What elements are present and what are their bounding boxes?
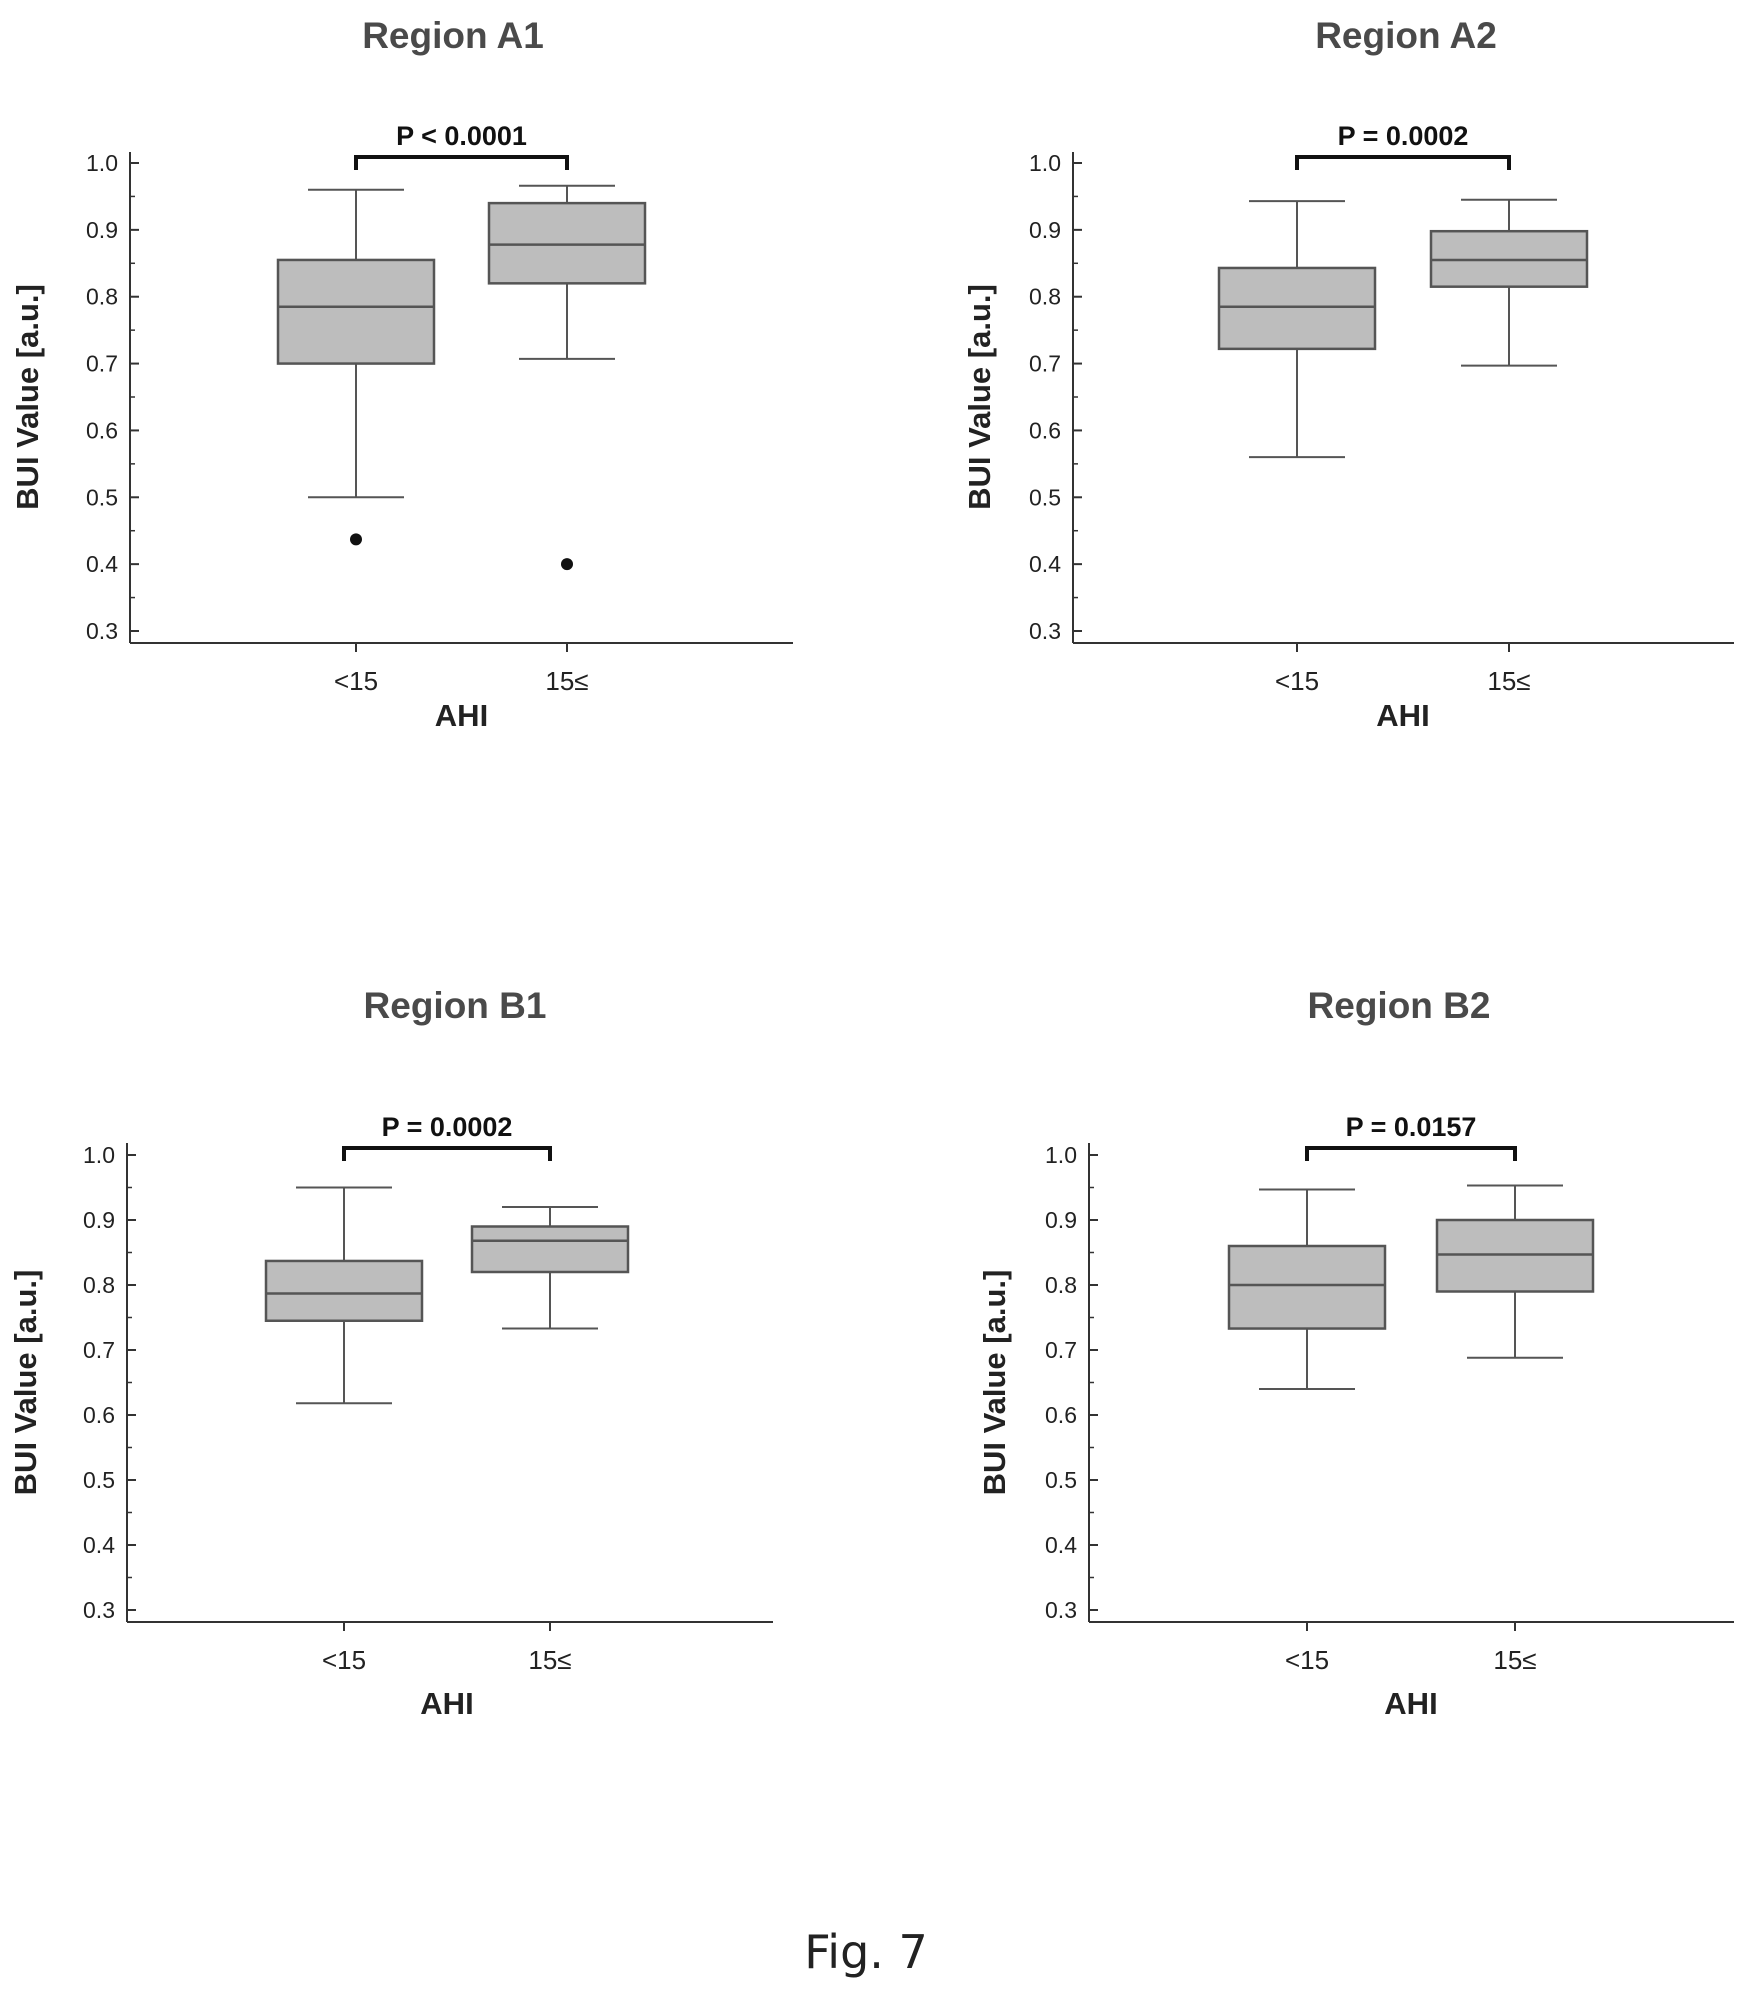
chart-panel: Region B1 0.3 0.4 0.5 0.6 0.7 0.8 0.9 1.0 BUI Val…: [8, 985, 773, 1721]
box: [276, 258, 436, 365]
outlier-point: [561, 558, 573, 571]
x-axis-label: AHI: [420, 1686, 473, 1721]
y-axis-label: BUI Value [a.u.]: [962, 284, 997, 510]
chart-title: Region A2: [1315, 15, 1497, 56]
y-tick-label: 0.3: [83, 1597, 115, 1623]
y-tick-label: 0.9: [86, 217, 118, 243]
y-tick-label: 0.4: [83, 1532, 115, 1558]
x-axis-label: AHI: [435, 698, 488, 733]
y-tick-label: 0.5: [86, 484, 118, 510]
y-tick-label: 0.3: [1045, 1597, 1077, 1623]
x-tick-label: 15≤: [528, 1645, 571, 1675]
y-tick-label: 0.7: [1045, 1337, 1077, 1363]
p-value-label: P = 0.0002: [382, 1112, 513, 1142]
x-tick-label: 15≤: [1487, 666, 1530, 696]
y-tick-label: 0.5: [1045, 1467, 1077, 1493]
chart-title: Region B2: [1308, 985, 1491, 1026]
y-tick-label: 0.6: [83, 1402, 115, 1428]
x-axis-label: AHI: [1376, 698, 1429, 733]
chart-panel: Region B2 0.3 0.4 0.5 0.6 0.7 0.8 0.9 1.0 BUI Val…: [977, 985, 1734, 1721]
significance-bracket: [1295, 155, 1511, 170]
y-axis-label: BUI Value [a.u.]: [10, 284, 45, 510]
y-tick-label: 0.4: [1029, 551, 1061, 577]
y-tick-label: 0.4: [1045, 1532, 1077, 1558]
chart-title: Region A1: [362, 15, 544, 56]
significance-bracket: [342, 1146, 552, 1161]
box: [487, 201, 647, 285]
y-tick-label: 1.0: [1045, 1142, 1077, 1168]
y-axis-label: BUI Value [a.u.]: [8, 1270, 43, 1496]
y-tick-label: 0.8: [1045, 1272, 1077, 1298]
p-value-label: P < 0.0001: [396, 121, 527, 151]
figure-caption: Fig. 7: [804, 1925, 928, 1979]
y-tick-label: 0.3: [1029, 618, 1061, 644]
y-tick-label: 0.6: [86, 417, 118, 443]
box: [264, 1259, 424, 1322]
y-tick-label: 0.7: [1029, 351, 1061, 377]
y-tick-label: 0.9: [1029, 217, 1061, 243]
y-tick-label: 0.5: [1029, 484, 1061, 510]
y-tick-label: 0.8: [83, 1272, 115, 1298]
y-tick-label: 0.9: [83, 1207, 115, 1233]
p-value-label: P = 0.0157: [1346, 1112, 1477, 1142]
y-tick-label: 0.8: [1029, 284, 1061, 310]
y-tick-label: 0.8: [86, 284, 118, 310]
y-axis-label: BUI Value [a.u.]: [977, 1270, 1012, 1496]
y-tick-label: 0.6: [1045, 1402, 1077, 1428]
chart-panels: Region A1 0.3 0.4 0.5 0.6 0.7 0.8 0.9 1.0 BUI Val…: [8, 15, 1734, 1721]
chart-panel: Region A2 0.3 0.4 0.5 0.6 0.7 0.8 0.9 1.0 BUI Val…: [962, 15, 1734, 733]
y-tick-label: 0.7: [86, 351, 118, 377]
y-tick-label: 0.7: [83, 1337, 115, 1363]
x-tick-label: <15: [1285, 1645, 1329, 1675]
box: [1217, 266, 1377, 351]
y-tick-label: 1.0: [83, 1142, 115, 1168]
p-value-label: P = 0.0002: [1338, 121, 1469, 151]
box: [1227, 1244, 1387, 1330]
y-tick-label: 0.9: [1045, 1207, 1077, 1233]
x-tick-label: <15: [1275, 666, 1319, 696]
outlier-point: [350, 533, 362, 546]
chart-title: Region B1: [364, 985, 547, 1026]
x-tick-label: 15≤: [545, 666, 588, 696]
box: [1435, 1218, 1595, 1293]
y-tick-label: 1.0: [1029, 150, 1061, 176]
y-tick-label: 0.3: [86, 618, 118, 644]
x-tick-label: <15: [322, 1645, 366, 1675]
significance-bracket: [354, 155, 569, 170]
y-tick-label: 0.6: [1029, 417, 1061, 443]
y-tick-label: 0.5: [83, 1467, 115, 1493]
y-tick-label: 0.4: [86, 551, 118, 577]
significance-bracket: [1305, 1146, 1517, 1161]
x-axis-label: AHI: [1384, 1686, 1437, 1721]
x-tick-label: <15: [334, 666, 378, 696]
chart-panel: Region A1 0.3 0.4 0.5 0.6 0.7 0.8 0.9 1.0 BUI Val…: [10, 15, 793, 733]
box: [470, 1225, 630, 1274]
x-tick-label: 15≤: [1493, 1645, 1536, 1675]
y-tick-label: 1.0: [86, 150, 118, 176]
